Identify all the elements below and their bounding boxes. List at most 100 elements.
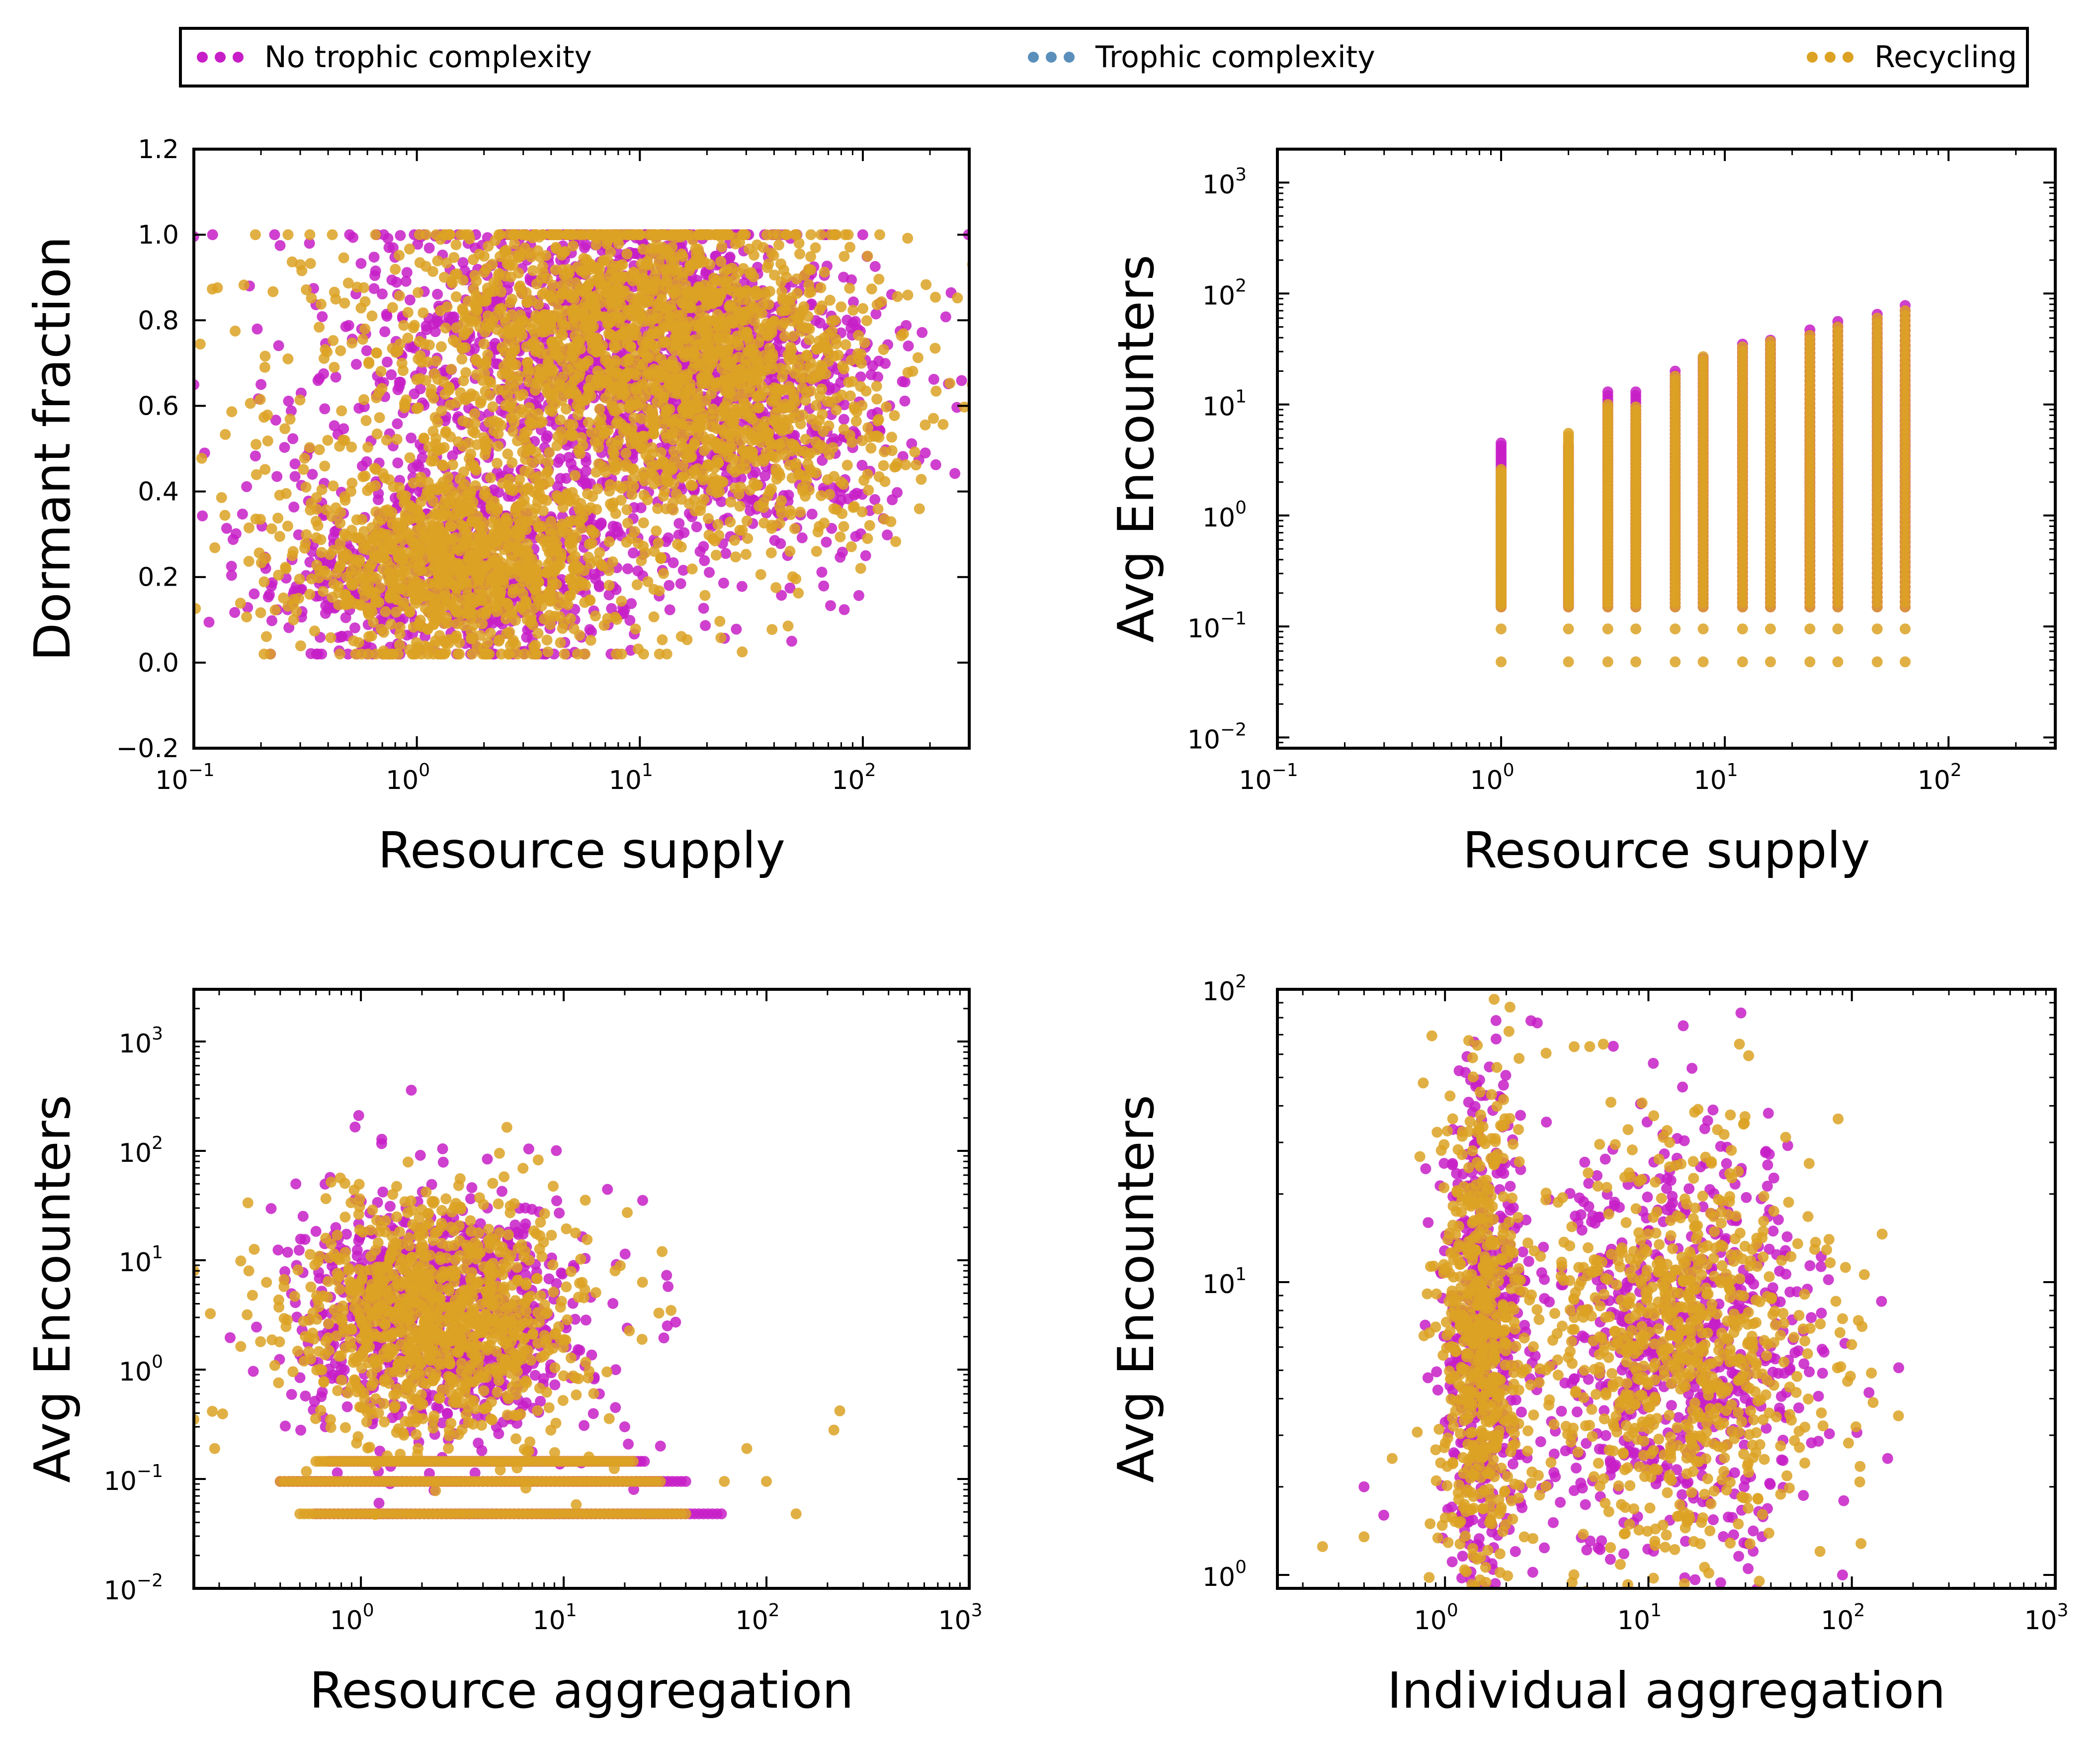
data-point-recycling — [315, 298, 327, 310]
data-point-no-trophic-complexity — [821, 536, 832, 548]
data-point-recycling — [366, 558, 377, 569]
data-point-recycling — [273, 569, 284, 581]
data-point-recycling — [629, 299, 640, 310]
data-point-no-trophic-complexity — [361, 345, 372, 356]
data-point-recycling — [567, 580, 579, 592]
data-point-recycling — [329, 361, 340, 373]
data-point-no-trophic-complexity — [704, 567, 715, 578]
panel-dormant-vs-supply: 10−1 100 101 102−0.20.00.20.40.60.81.01.2Re… — [23, 135, 991, 879]
data-point-no-trophic-complexity — [250, 450, 261, 462]
data-point-recycling — [793, 588, 804, 599]
data-point-recycling — [568, 623, 580, 634]
data-point-recycling — [803, 287, 815, 298]
data-point-recycling — [309, 625, 320, 637]
data-point-recycling — [264, 648, 276, 660]
data-point-no-trophic-complexity — [850, 531, 861, 542]
data-point-no-trophic-complexity — [838, 414, 849, 425]
data-point-recycling — [469, 408, 480, 420]
data-point-no-trophic-complexity — [699, 555, 710, 566]
data-point-no-trophic-complexity — [293, 529, 304, 540]
data-point-no-trophic-complexity — [956, 375, 967, 386]
data-point-no-trophic-complexity — [581, 465, 592, 477]
data-point-recycling — [622, 518, 633, 529]
data-point-no-trophic-complexity — [229, 607, 241, 618]
data-point-no-trophic-complexity — [949, 468, 961, 479]
data-point-recycling — [534, 521, 546, 533]
data-point-no-trophic-complexity — [678, 527, 690, 538]
data-point-no-trophic-complexity — [851, 488, 862, 499]
data-point-recycling — [539, 536, 550, 548]
data-point-recycling — [743, 243, 755, 255]
data-point-no-trophic-complexity — [928, 374, 939, 385]
data-point-recycling — [337, 552, 349, 564]
data-point-recycling — [805, 229, 817, 241]
data-point-no-trophic-complexity — [350, 358, 362, 370]
data-point-no-trophic-complexity — [241, 481, 252, 492]
data-point-recycling — [804, 334, 815, 346]
data-point-recycling — [555, 559, 566, 570]
data-point-recycling — [494, 634, 505, 646]
data-point-recycling — [824, 489, 835, 500]
data-point-recycling — [568, 240, 579, 252]
data-point-recycling — [470, 353, 482, 365]
data-point-recycling — [589, 610, 601, 621]
data-point-recycling — [561, 403, 572, 415]
data-point-recycling — [536, 348, 547, 359]
data-point-recycling — [452, 648, 464, 660]
data-point-no-trophic-complexity — [394, 376, 405, 388]
data-point-no-trophic-complexity — [316, 648, 328, 660]
data-point-no-trophic-complexity — [775, 538, 786, 549]
data-point-recycling — [362, 441, 374, 453]
data-point-no-trophic-complexity — [319, 403, 331, 415]
data-point-no-trophic-complexity — [828, 433, 840, 444]
data-point-no-trophic-complexity — [635, 502, 647, 514]
data-point-recycling — [381, 434, 392, 446]
data-point-recycling — [295, 640, 306, 652]
data-point-no-trophic-complexity — [691, 521, 702, 532]
data-point-recycling — [716, 241, 728, 253]
data-point-recycling — [603, 580, 615, 591]
data-point-recycling — [738, 263, 749, 274]
data-point-recycling — [450, 632, 461, 644]
data-point-no-trophic-complexity — [815, 317, 826, 329]
data-point-no-trophic-complexity — [816, 566, 828, 578]
data-point-no-trophic-complexity — [392, 457, 404, 469]
data-point-no-trophic-complexity — [221, 522, 232, 534]
data-point-no-trophic-complexity — [580, 239, 591, 251]
data-point-recycling — [556, 250, 568, 261]
data-point-recycling — [833, 349, 844, 361]
data-point-no-trophic-complexity — [577, 476, 588, 488]
data-point-recycling — [872, 503, 884, 515]
data-point-recycling — [481, 606, 492, 617]
data-point-no-trophic-complexity — [183, 526, 194, 537]
data-point-recycling — [583, 417, 594, 428]
data-point-recycling — [429, 483, 440, 495]
data-point-no-trophic-complexity — [970, 355, 981, 366]
data-point-no-trophic-complexity — [677, 565, 689, 576]
data-point-no-trophic-complexity — [663, 532, 674, 543]
data-point-no-trophic-complexity — [759, 470, 771, 482]
data-point-recycling — [778, 264, 789, 276]
data-point-no-trophic-complexity — [377, 615, 388, 626]
data-point-recycling — [890, 536, 902, 547]
data-point-recycling — [637, 244, 649, 255]
data-point-no-trophic-complexity — [565, 458, 577, 469]
data-point-no-trophic-complexity — [606, 603, 617, 614]
data-point-recycling — [491, 602, 502, 613]
data-point-recycling — [874, 229, 885, 241]
data-point-recycling — [427, 266, 438, 277]
data-point-no-trophic-complexity — [731, 623, 742, 635]
data-point-recycling — [568, 562, 579, 574]
data-point-no-trophic-complexity — [279, 442, 290, 453]
data-point-no-trophic-complexity — [338, 423, 349, 434]
data-point-recycling — [468, 619, 479, 631]
data-point-recycling — [447, 534, 458, 545]
data-point-recycling — [814, 304, 825, 316]
data-point-no-trophic-complexity — [554, 453, 566, 464]
data-point-no-trophic-complexity — [980, 407, 991, 418]
data-point-recycling — [611, 311, 623, 322]
data-point-recycling — [439, 618, 450, 629]
data-point-recycling — [506, 554, 517, 566]
data-point-recycling — [507, 584, 519, 595]
data-point-no-trophic-complexity — [179, 499, 190, 510]
